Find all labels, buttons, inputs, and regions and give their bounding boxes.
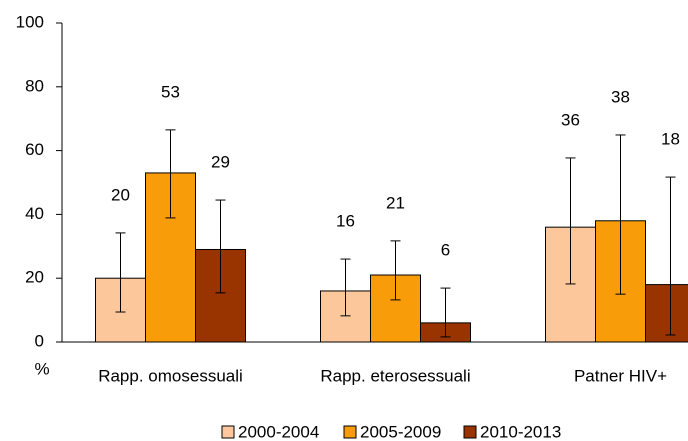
legend-swatch	[463, 425, 477, 439]
data-label: 53	[161, 82, 180, 101]
legend-swatch	[221, 425, 235, 439]
x-tick-label: Rapp. omosessuali	[98, 366, 243, 385]
legend-label: 2010-2013	[480, 422, 561, 441]
data-label: 20	[111, 185, 130, 204]
y-tick-label: 60	[25, 140, 44, 159]
data-label: 29	[211, 153, 230, 172]
data-label: 16	[336, 212, 355, 231]
y-tick-label: 0	[35, 331, 44, 350]
data-label: 38	[611, 87, 630, 106]
y-tick-label: 100	[16, 12, 44, 31]
legend-label: 2000-2004	[238, 422, 319, 441]
y-axis-label: %	[34, 359, 49, 378]
y-tick-label: 40	[25, 204, 44, 223]
data-label: 6	[441, 241, 450, 260]
bar	[645, 284, 688, 343]
y-tick-label: 80	[25, 76, 44, 95]
legend-label: 2005-2009	[360, 422, 441, 441]
x-tick-label: Rapp. eterosessuali	[320, 366, 470, 385]
data-label: 18	[661, 130, 680, 149]
data-label: 36	[561, 110, 580, 129]
legend-swatch	[343, 425, 357, 439]
data-label: 21	[386, 193, 405, 212]
y-tick-label: 20	[25, 268, 44, 287]
x-tick-label: Patner HIV+	[574, 366, 667, 385]
